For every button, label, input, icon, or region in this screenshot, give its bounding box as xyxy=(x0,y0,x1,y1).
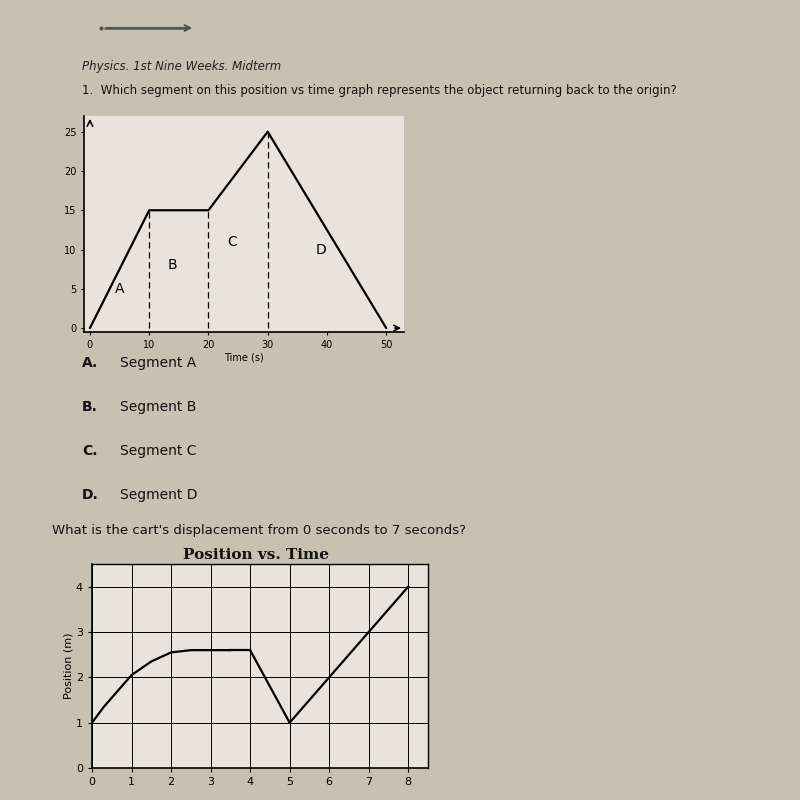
Text: Physics. 1st Nine Weeks. Midterm: Physics. 1st Nine Weeks. Midterm xyxy=(82,60,281,73)
Text: C: C xyxy=(227,234,237,249)
X-axis label: Time (s): Time (s) xyxy=(224,353,264,362)
Text: B: B xyxy=(168,258,178,272)
Text: Segment D: Segment D xyxy=(120,488,197,502)
Text: Segment C: Segment C xyxy=(120,444,196,458)
Text: D.: D. xyxy=(82,488,98,502)
Text: A: A xyxy=(115,282,124,296)
Text: Position vs. Time: Position vs. Time xyxy=(182,548,329,562)
Y-axis label: Position (m): Position (m) xyxy=(63,633,73,699)
Text: C.: C. xyxy=(82,444,98,458)
Text: Segment B: Segment B xyxy=(120,400,196,414)
Text: D: D xyxy=(316,242,326,257)
Text: What is the cart's displacement from 0 seconds to 7 seconds?: What is the cart's displacement from 0 s… xyxy=(51,524,466,537)
Text: 1.  Which segment on this position vs time graph represents the object returning: 1. Which segment on this position vs tim… xyxy=(82,84,677,97)
Text: B.: B. xyxy=(82,400,98,414)
Text: A.: A. xyxy=(82,356,98,370)
Text: Segment A: Segment A xyxy=(120,356,196,370)
